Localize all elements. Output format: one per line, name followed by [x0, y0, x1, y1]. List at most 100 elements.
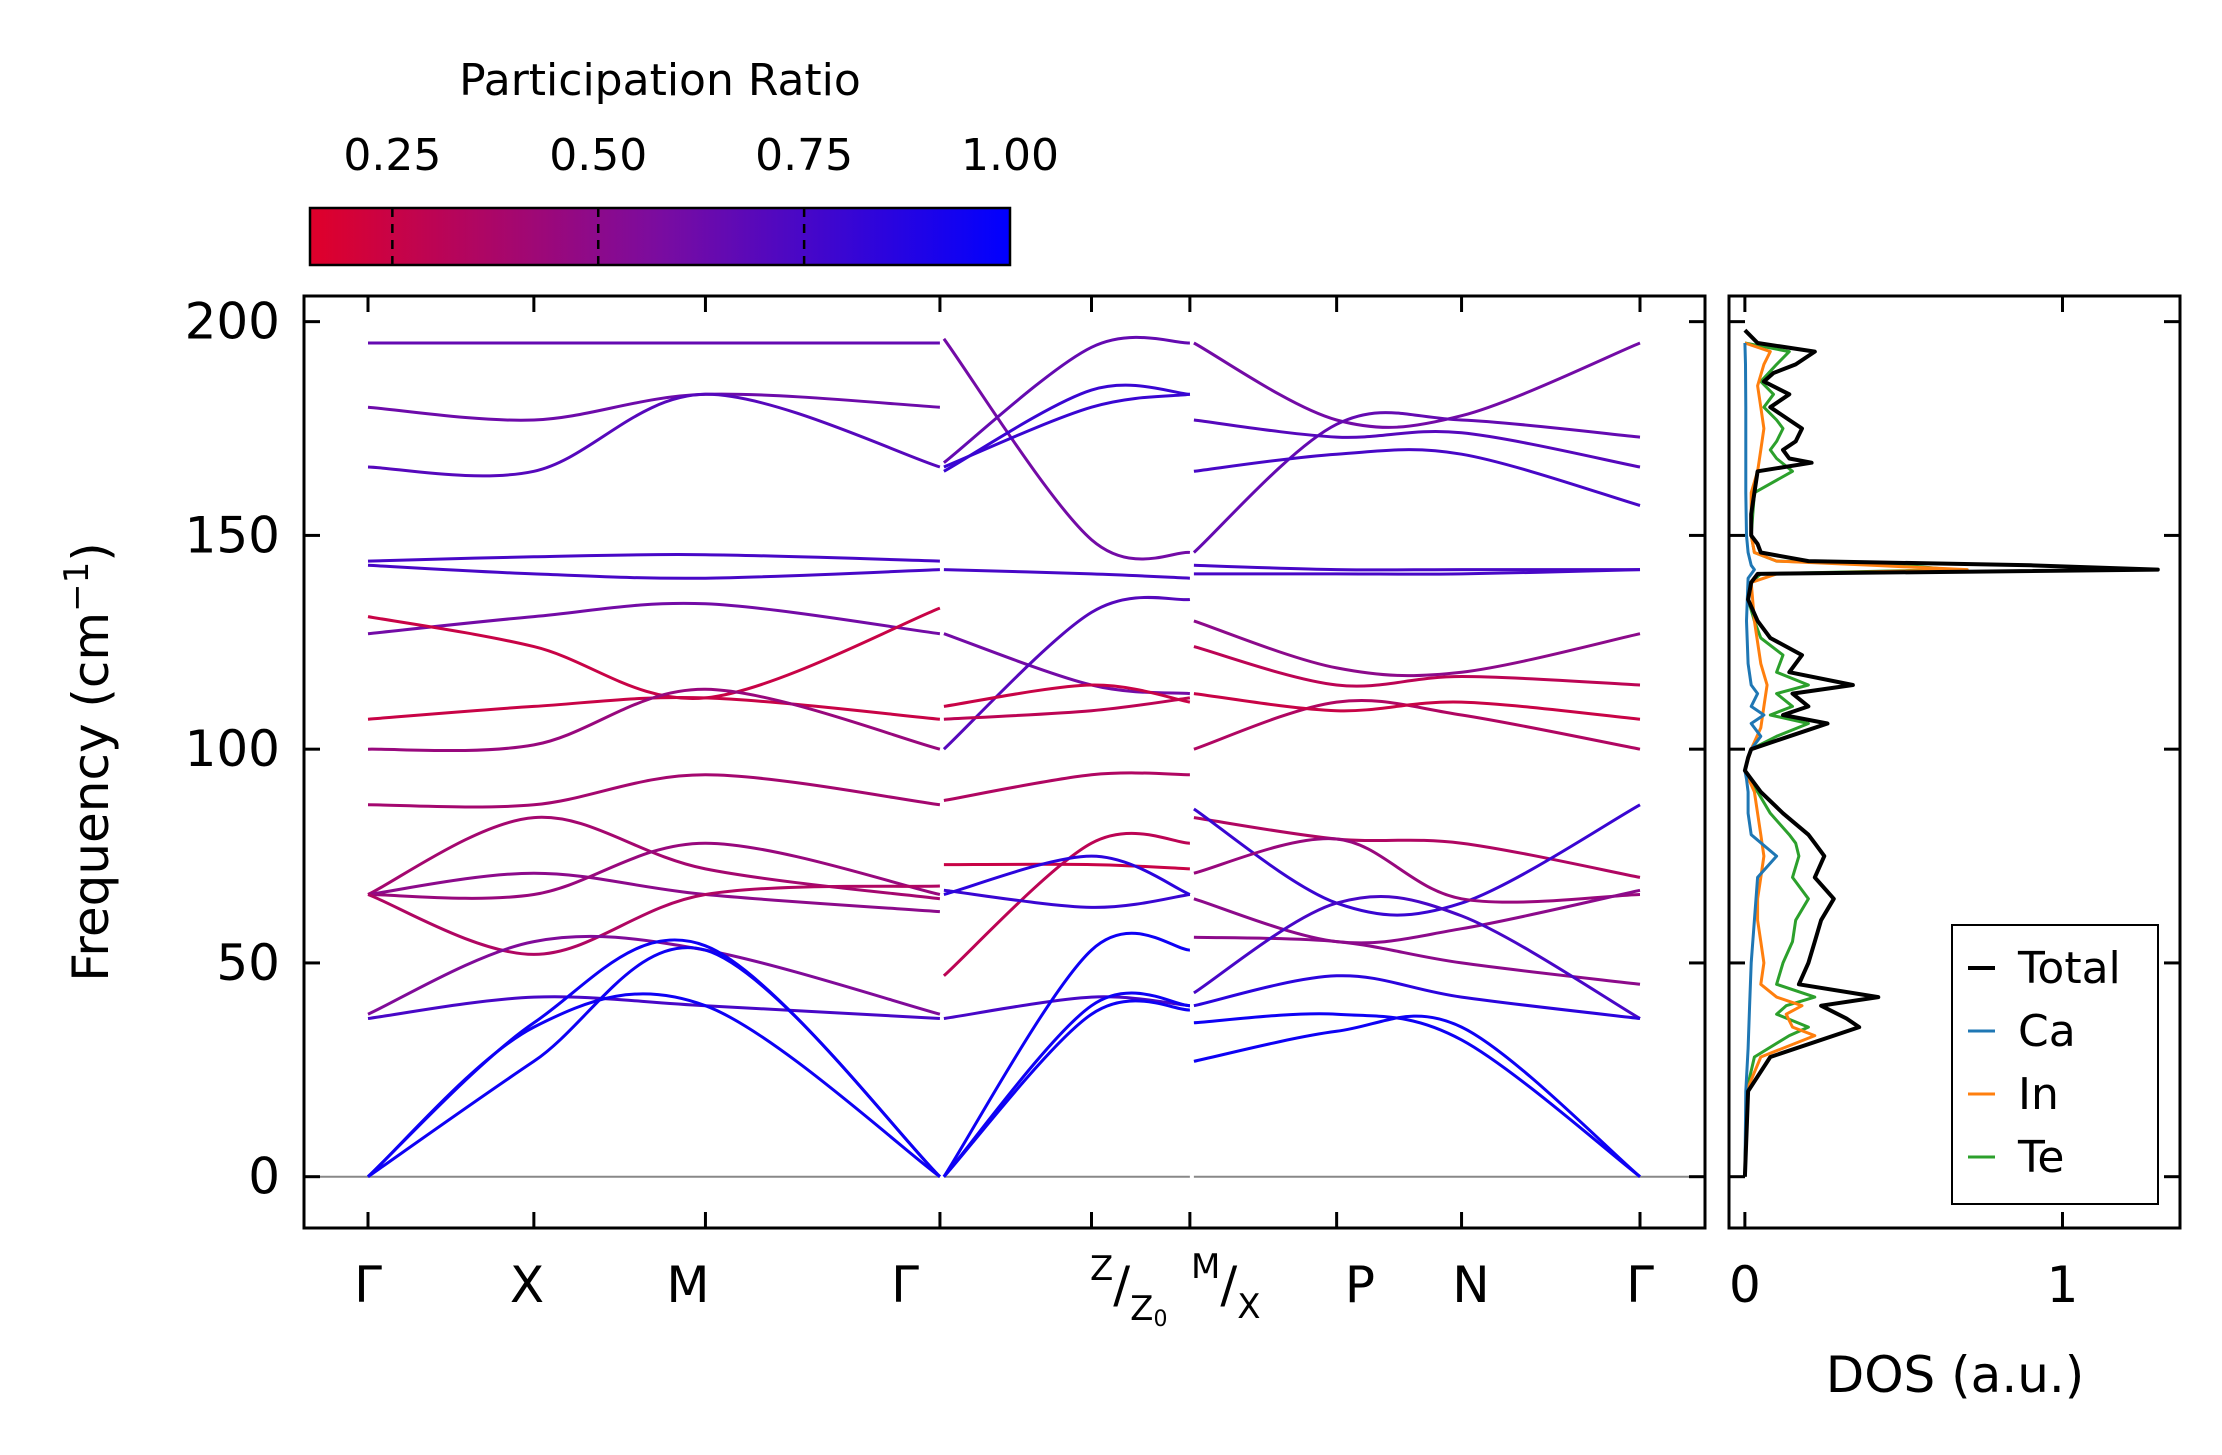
phonon-band-14	[367, 884, 940, 956]
kpoint-label-zero-sub: 0	[1153, 1307, 1167, 1332]
phonon-band-40	[1193, 418, 1641, 469]
phonon-band-33	[943, 854, 1191, 896]
phonon-band-50	[1193, 837, 1641, 904]
phonon-band-10	[367, 773, 941, 809]
legend-label-total: Total	[2017, 943, 2121, 994]
phonon-band-36	[942, 991, 1191, 1178]
y-tick-label: 0	[248, 1148, 280, 1206]
phonon-band-37	[942, 999, 1190, 1178]
phonon-band-39	[1192, 411, 1641, 554]
kpoint-label-z-sub: Z	[1130, 1289, 1153, 1329]
phonon-band-46	[1193, 699, 1641, 751]
phonon-band-51	[1193, 888, 1641, 945]
dos-x-tick-label: 1	[2047, 1256, 2079, 1314]
dos-series-in	[1743, 341, 1969, 1177]
dos-plot-frame	[1727, 294, 2182, 1230]
phonon-band-30	[943, 862, 1190, 871]
dos-lines	[1742, 328, 2160, 1177]
phonon-band-54	[1193, 974, 1641, 1020]
phonon-band-20	[942, 337, 1191, 561]
phonon-band-52	[1193, 935, 1641, 986]
colorbar-tick-labels: 0.25 0.50 0.75 1.00	[343, 130, 1059, 181]
phonon-band-12	[367, 871, 941, 914]
y-tick-label: 100	[185, 720, 280, 778]
kpoint-label-z-z0: Z/Z0	[1090, 1249, 1167, 1332]
band-structure-panel: 0 50 100 150 200 Γ X M Γ Z/Z0 M/X P N Γ Freq…	[57, 293, 1707, 1332]
phonon-band-26	[942, 595, 1191, 751]
kpoint-label-m-x: M/X	[1191, 1247, 1261, 1327]
legend-label-te: Te	[2017, 1132, 2064, 1183]
phonon-band-16	[367, 995, 940, 1020]
dos-legend: Total Ca In Te	[1951, 924, 2159, 1205]
band-plot-frame	[302, 294, 1707, 1230]
phonon-band-15	[367, 934, 941, 1016]
colorbar-tick-label: 0.50	[549, 130, 647, 181]
phonon-band-13	[367, 841, 941, 900]
phonon-band-55	[1193, 1014, 1641, 1178]
phonon-band-56	[1193, 1012, 1641, 1178]
phonon-band-31	[942, 831, 1190, 977]
phonon-band-17	[366, 938, 941, 1178]
kpoint-label-m: M	[666, 1256, 709, 1314]
phonon-band-44	[1193, 619, 1641, 678]
phonon-band-3	[367, 392, 941, 478]
phonon-band-21	[942, 335, 1190, 464]
colorbar: Participation Ratio 0.25 0.50 0.75 1.00	[308, 55, 1059, 267]
phonon-band-7	[367, 606, 941, 701]
phonon-band-8	[367, 695, 941, 721]
dos-series-total	[1742, 328, 2160, 1177]
colorbar-title: Participation Ratio	[459, 55, 861, 106]
phonon-band-28	[943, 683, 1191, 708]
y-tick-label: 150	[185, 506, 280, 564]
y-axis-label: Frequency (cm−1)	[57, 542, 120, 982]
dos-x-label: DOS (a.u.)	[1826, 1346, 2085, 1404]
phonon-band-9	[367, 687, 941, 753]
phonon-band-19	[367, 946, 941, 1178]
colorbar-tick-label: 0.25	[343, 130, 441, 181]
phonon-band-6	[367, 601, 941, 636]
phonon-band-27	[943, 696, 1191, 721]
phonon-band-24	[943, 568, 1190, 580]
phonon-band-18	[366, 992, 941, 1178]
main-y-axis: 0 50 100 150 200	[185, 293, 1705, 1206]
phonon-band-53	[1193, 894, 1641, 1020]
phonon-band-47	[1193, 692, 1641, 721]
kpoint-label-x: X	[510, 1256, 544, 1314]
dos-x-tick-label: 0	[1729, 1256, 1761, 1314]
phonon-band-23	[943, 383, 1191, 473]
phonon-band-48	[1193, 816, 1641, 879]
kpoint-label-gamma-3: Γ	[1626, 1256, 1654, 1314]
dos-series-ca	[1743, 342, 1779, 1177]
phonon-band-43	[1193, 568, 1641, 576]
kpoint-label-p: P	[1345, 1256, 1375, 1314]
kpoint-label-gamma-1: Γ	[354, 1256, 382, 1314]
phonon-band-5	[367, 563, 940, 580]
phonon-band-25	[943, 632, 1191, 696]
kpoint-label-gamma-2: Γ	[891, 1256, 919, 1314]
kpoint-label-n: N	[1452, 1256, 1489, 1314]
phonon-band-41	[1193, 448, 1641, 507]
phonon-band-11	[367, 815, 941, 901]
kpoint-label-z-sup: Z	[1090, 1249, 1113, 1289]
colorbar-tick-label: 1.00	[961, 130, 1059, 181]
phonon-band-2	[367, 392, 940, 422]
phonon-band-38	[1193, 341, 1641, 429]
legend-label-in: In	[2018, 1069, 2059, 1120]
y-tick-label: 200	[185, 293, 280, 351]
colorbar-tick-label: 0.75	[755, 130, 853, 181]
phonon-band-32	[943, 888, 1191, 909]
kpoint-label-x-sub: X	[1237, 1287, 1260, 1327]
colorbar-gradient	[308, 206, 1012, 267]
kpoint-label-m-sup: M	[1191, 1247, 1220, 1287]
legend-label-ca: Ca	[2018, 1006, 2076, 1057]
phonon-band-4	[367, 553, 940, 563]
main-x-axis: Γ X M Γ Z/Z0 M/X P N Γ	[354, 296, 1654, 1332]
band-lines	[304, 296, 1705, 1228]
phonon-band-42	[1193, 563, 1640, 572]
y-tick-label: 50	[216, 934, 280, 992]
phonon-band-49	[1193, 803, 1641, 917]
phonon-band-35	[942, 931, 1191, 1178]
